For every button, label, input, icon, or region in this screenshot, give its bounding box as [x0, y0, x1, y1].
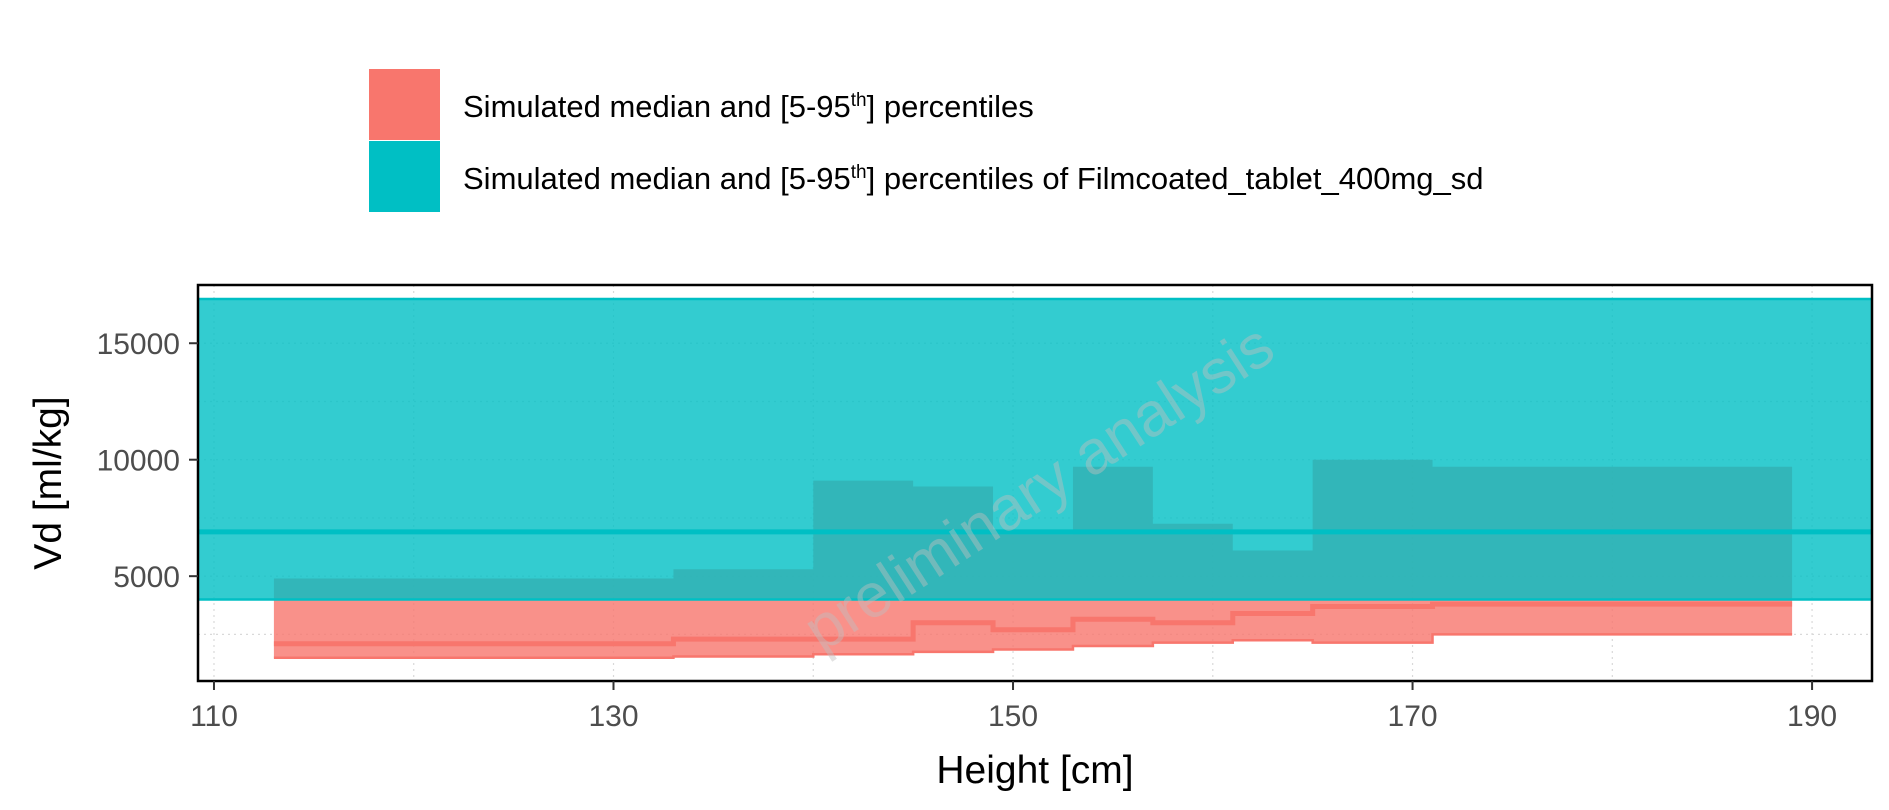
y-tick-label: 10000 — [97, 445, 180, 478]
legend-label-2-suffix: ] percentiles of Filmcoated_tablet_400mg… — [867, 161, 1484, 196]
legend-label-1: Simulated median and [5-95th] percentile… — [463, 89, 1034, 124]
x-tick-label: 130 — [588, 700, 638, 733]
plot-data — [198, 297, 1872, 659]
step-1-median-line — [273, 601, 1793, 647]
band-2-range — [198, 298, 1872, 600]
x-tick-label: 190 — [1787, 700, 1837, 733]
x-axis-title: Height [cm] — [936, 749, 1133, 792]
legend-label-2-prefix: Simulated median and [5-95 — [463, 161, 851, 196]
legend-label-1-sup: th — [851, 90, 867, 111]
y-axis-title: Vd [ml/kg] — [27, 396, 70, 569]
x-tick-label: 150 — [988, 700, 1038, 733]
plot-panel-border — [196, 283, 1874, 683]
x-tick-label: 110 — [190, 700, 238, 733]
x-tick-label: 170 — [1388, 700, 1438, 733]
y-tick-label: 5000 — [113, 561, 180, 594]
legend-entry-1: Simulated median and [5-95th] percentile… — [369, 69, 1034, 140]
legend-entry-2: Simulated median and [5-95th] percentile… — [369, 141, 1484, 212]
y-tick-label: 15000 — [97, 328, 180, 361]
legend-label-1-suffix: ] percentiles — [867, 89, 1034, 124]
legend-label-2: Simulated median and [5-95th] percentile… — [463, 161, 1484, 196]
legend-label-2-sup: th — [851, 162, 867, 183]
legend: Simulated median and [5-95th] percentile… — [369, 69, 1484, 212]
step-1-p5-line — [273, 633, 1793, 659]
axes: 110 130 150 170 190 5000 10000 15000 — [97, 328, 1838, 733]
legend-label-1-prefix: Simulated median and [5-95 — [463, 89, 851, 124]
